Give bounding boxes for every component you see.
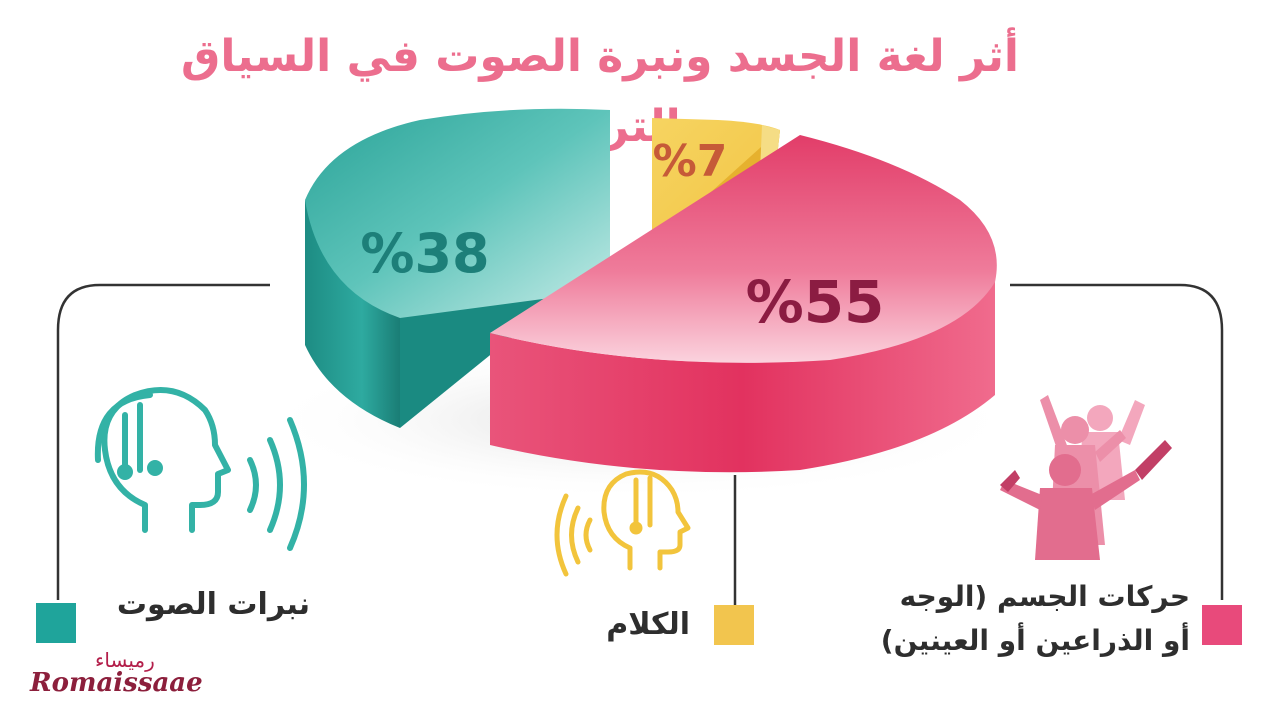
legend-label-voice: نبرات الصوت: [116, 587, 310, 622]
legend-swatch-speech: [714, 605, 754, 645]
cheering-people-icon: [1000, 395, 1172, 560]
headset-head-icon-yellow: [554, 469, 691, 577]
pie-slice-body: [490, 135, 997, 473]
legend-label-body: حركات الجسم (الوجه أو الذراعين أو العيني…: [880, 580, 1190, 657]
label-body: %55: [746, 268, 885, 336]
connector-voice: [56, 283, 270, 600]
legend-swatch-body: [1202, 605, 1242, 645]
pie-slice-voice: [305, 108, 610, 428]
headset-head-icon-teal: [94, 387, 307, 551]
logo-latin: Romaissaae: [30, 668, 203, 698]
logo-arabic: رميساء: [95, 648, 155, 672]
legend-label-speech: الكلام: [606, 607, 690, 642]
legend-swatch-voice: [36, 603, 76, 643]
label-voice: %38: [360, 222, 489, 285]
connector-body: [1010, 283, 1224, 600]
label-speech: %7: [653, 136, 728, 187]
